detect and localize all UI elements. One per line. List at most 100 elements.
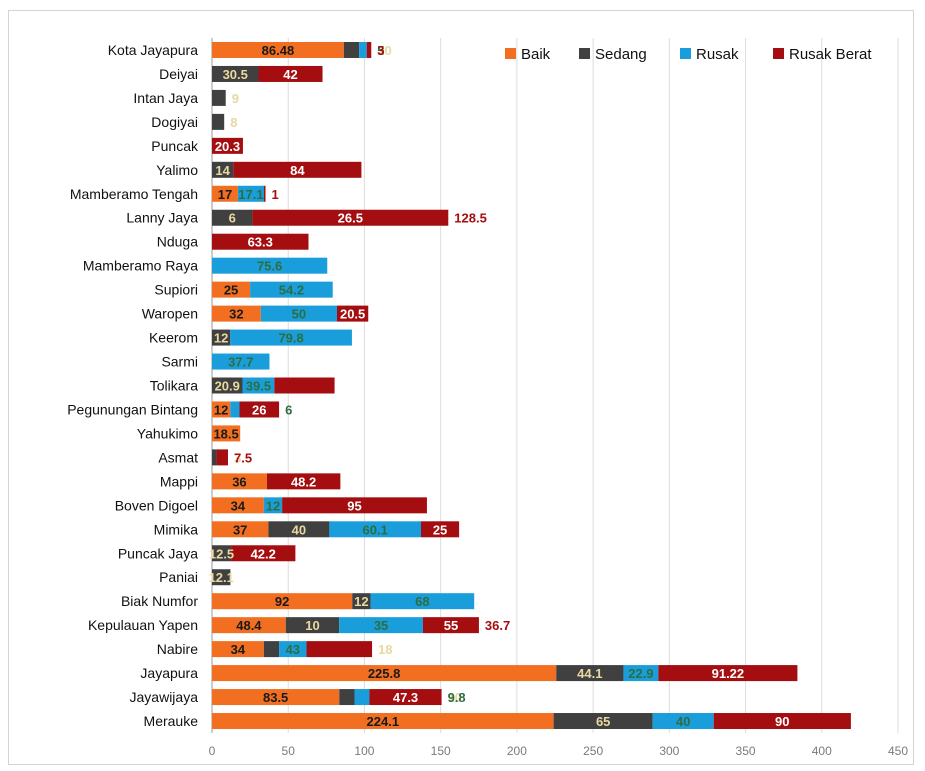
data-label: 1 <box>272 187 279 202</box>
data-label: 17 <box>218 187 232 202</box>
category-label: Kota Jayapura <box>108 42 198 58</box>
category-label: Dogiyai <box>151 114 198 130</box>
bar-segment <box>242 377 275 394</box>
data-label: 68 <box>415 594 429 609</box>
bar-segment <box>239 401 280 418</box>
category-label: Puncak Jaya <box>118 545 198 561</box>
bar-segment <box>212 113 225 130</box>
category-label: Intan Jaya <box>133 90 198 106</box>
category-label: Asmat <box>158 449 198 465</box>
data-label: 36.7 <box>485 618 510 633</box>
bar-segment <box>216 449 229 466</box>
data-label: 224.1 <box>367 714 400 729</box>
data-label: 54.2 <box>279 283 304 298</box>
data-label: 37 <box>233 522 247 537</box>
category-label: Jayawijaya <box>130 689 199 705</box>
x-tick-label: 350 <box>736 744 756 758</box>
data-label: 84 <box>290 163 305 178</box>
data-label: 12 <box>214 402 228 417</box>
data-label: 20.5 <box>340 307 365 322</box>
bar-segment <box>279 641 307 658</box>
bar-segment <box>212 209 253 226</box>
data-label: 42 <box>283 67 297 82</box>
data-label: 26 <box>252 402 266 417</box>
data-label: 95 <box>347 498 361 513</box>
bar-segment <box>212 257 328 274</box>
bar-segment <box>212 521 269 538</box>
data-label: 40 <box>676 714 690 729</box>
data-label: 5 <box>377 43 384 58</box>
legend-swatch <box>680 48 691 59</box>
legend-swatch <box>579 48 590 59</box>
bar-segment <box>212 329 231 346</box>
bar-segment <box>713 713 851 730</box>
data-label: 18.5 <box>213 426 238 441</box>
data-label: 43 <box>286 642 300 657</box>
bar-segment <box>352 593 371 610</box>
data-label: 50 <box>292 307 306 322</box>
data-label: 128.5 <box>454 211 487 226</box>
bar-segment <box>212 641 264 658</box>
data-label: 7.5 <box>234 450 252 465</box>
bar-segment <box>369 689 442 706</box>
data-label: 25 <box>224 283 238 298</box>
data-label: 12 <box>354 594 368 609</box>
data-label: 12 <box>214 331 228 346</box>
data-label: 32 <box>229 307 243 322</box>
bar-segment <box>233 161 362 178</box>
category-label: Paniai <box>159 569 198 585</box>
data-label: 6 <box>285 402 292 417</box>
bar-segment <box>285 617 340 634</box>
legend: Baik Sedang Rusak Rusak Berat <box>505 46 872 63</box>
category-label: Biak Numfor <box>121 593 198 609</box>
data-label: 14 <box>215 163 230 178</box>
category-label: Boven Digoel <box>115 497 198 513</box>
bar-segment <box>212 41 344 58</box>
category-label: Tolikara <box>150 378 198 394</box>
category-label: Yalimo <box>156 162 198 178</box>
data-label: 34 <box>231 498 246 513</box>
bar-segment <box>354 689 370 706</box>
data-label: 91.22 <box>712 666 745 681</box>
x-tick-label: 400 <box>812 744 832 758</box>
data-label: 3 <box>234 450 241 465</box>
bar-segment <box>212 233 309 250</box>
bar-segment <box>212 689 340 706</box>
data-label: 20.9 <box>215 379 240 394</box>
category-labels: Kota Jayapura Deiyai Intan Jaya Dogiyai Punc… <box>67 42 199 729</box>
bar-segment <box>230 329 352 346</box>
data-label: 65 <box>596 714 610 729</box>
data-label: 26.5 <box>338 211 363 226</box>
data-label: 37.7 <box>228 355 253 370</box>
bar-segment <box>237 185 264 202</box>
data-label: 10 <box>377 43 391 58</box>
category-label: Kepulauan Yapen <box>88 617 198 633</box>
bar-segment <box>623 665 659 682</box>
bar-segment <box>366 41 372 58</box>
bar-segment <box>339 689 355 706</box>
data-label: 9 <box>232 91 239 106</box>
bar-segment <box>421 521 460 538</box>
bar-segment <box>212 305 261 322</box>
category-label: Nduga <box>157 234 198 250</box>
data-label: 83.5 <box>263 690 288 705</box>
bar-segment <box>212 281 251 298</box>
bar-segment <box>337 305 369 322</box>
bar-segment <box>359 41 367 58</box>
bar-segment <box>212 497 264 514</box>
x-tick-label: 100 <box>354 744 374 758</box>
data-label: 9.8 <box>448 690 466 705</box>
data-label: 79.8 <box>278 331 303 346</box>
data-label: 12.1 <box>209 570 234 585</box>
data-label: 6 <box>229 211 236 226</box>
data-label: 20.3 <box>215 139 240 154</box>
category-label: Supiori <box>154 282 198 298</box>
data-label: 10 <box>305 618 319 633</box>
bar-segment <box>212 473 267 490</box>
data-label: 225.8 <box>368 666 401 681</box>
bar-segment <box>212 713 554 730</box>
bar-segment <box>252 209 449 226</box>
data-label: 42.2 <box>251 546 276 561</box>
